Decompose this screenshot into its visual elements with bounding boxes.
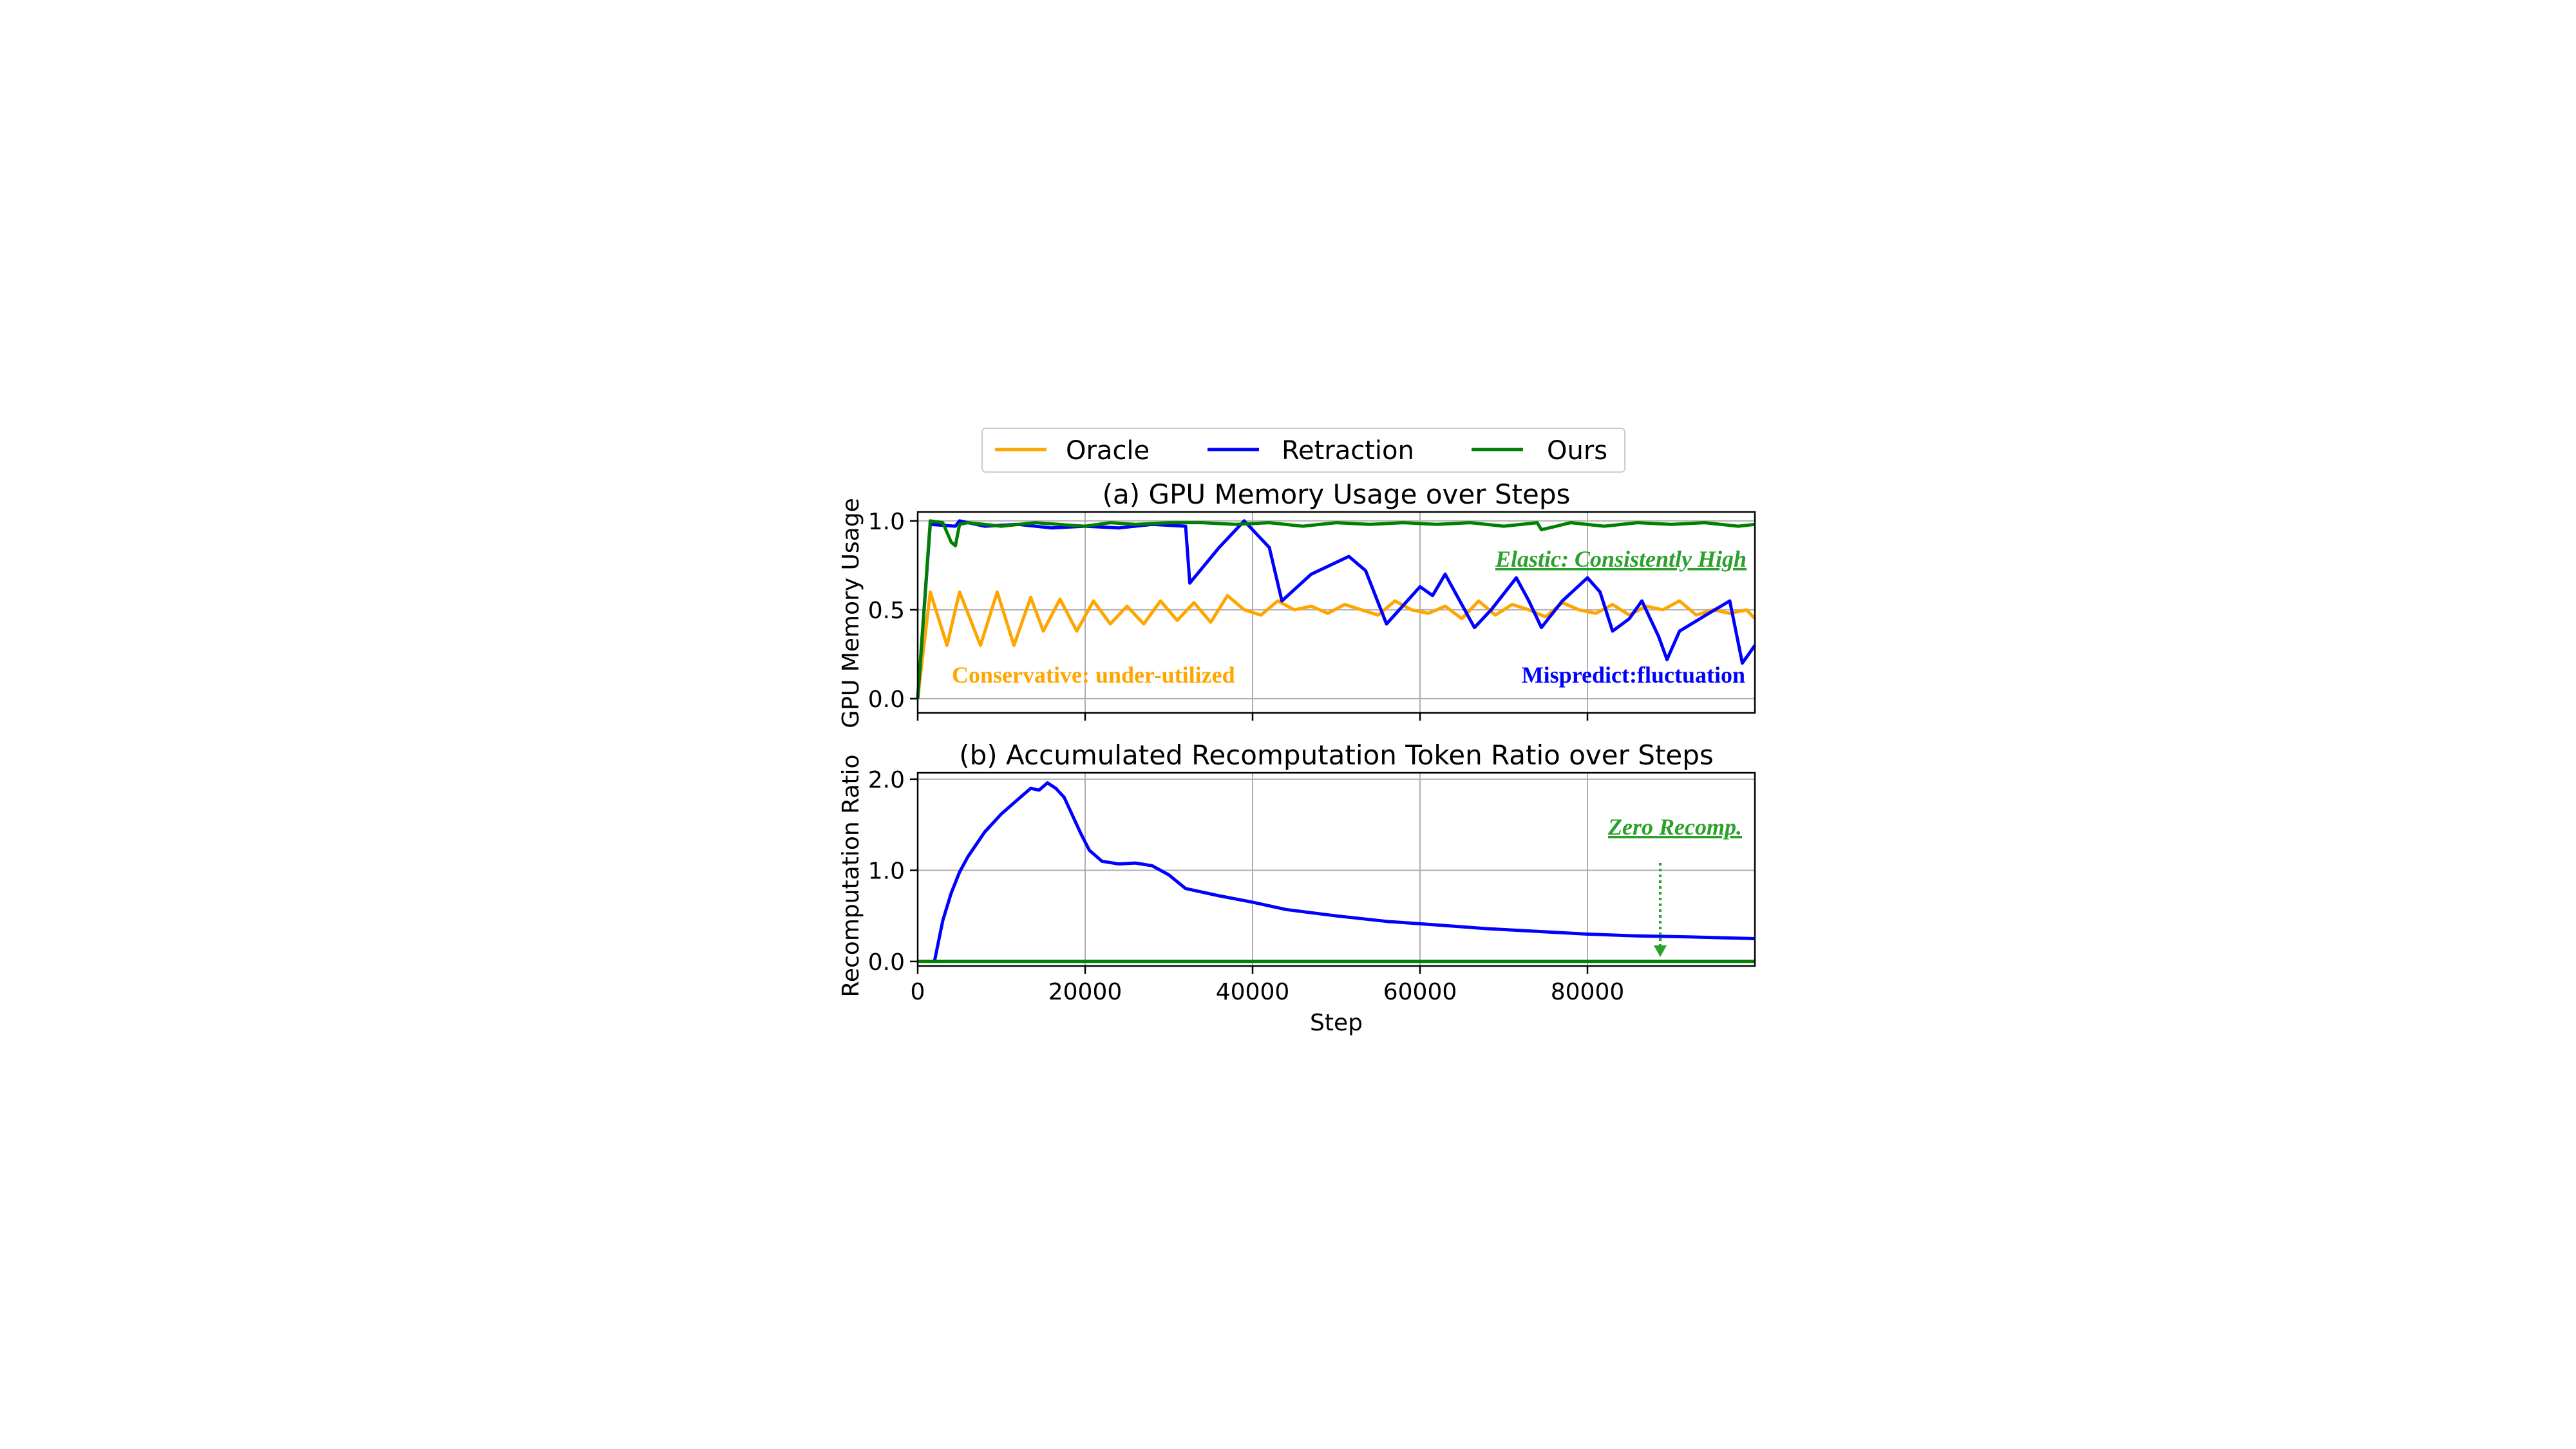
legend: Oracle Retraction Ours xyxy=(981,428,1625,473)
panel-b-xtick-label: 20000 xyxy=(1048,979,1122,1005)
panel-b-ytick-label: 0.0 xyxy=(868,949,905,976)
panel-b-axes-frame xyxy=(916,772,1756,967)
panel-a-ytick-label: 0.5 xyxy=(868,598,905,624)
panel-b-ytick-label: 1.0 xyxy=(868,858,905,884)
panel-a-plot: 0.0 0.5 1.0 xyxy=(868,509,1757,721)
legend-label-oracle: Oracle xyxy=(1066,436,1150,466)
panel-b-series-retraction xyxy=(933,781,1756,962)
panel-b-ylabel: Recomputation Ratio xyxy=(838,754,864,997)
zero-recomp-arrow-head xyxy=(1654,945,1667,957)
legend-label-ours: Ours xyxy=(1547,436,1607,466)
annotation-elastic: Elastic: Consistently High xyxy=(1495,546,1747,572)
panel-a-axes-frame xyxy=(916,511,1756,714)
panel-b-xlabel: Step xyxy=(1310,1010,1363,1036)
panel-a-series-oracle xyxy=(916,590,1756,699)
panel-a-title: (a) GPU Memory Usage over Steps xyxy=(1103,478,1571,510)
panel-b-ytick-label: 2.0 xyxy=(868,767,905,793)
panel-b-xtick-label: 80000 xyxy=(1551,979,1625,1005)
panel-a-ytick-label: 1.0 xyxy=(868,509,905,535)
panel-b-xtick-label: 40000 xyxy=(1216,979,1290,1005)
panel-b-xtick-label: 0 xyxy=(911,979,925,1005)
legend-frame xyxy=(981,428,1625,473)
annotation-zero-recomp: Zero Recomp. xyxy=(1607,814,1742,840)
panel-a-series-ours xyxy=(916,519,1756,699)
legend-label-retraction: Retraction xyxy=(1282,436,1414,466)
panel-a-ytick-label: 0.0 xyxy=(868,687,905,713)
panel-a-ylabel: GPU Memory Usage xyxy=(838,498,864,728)
panel-b-title: (b) Accumulated Recomputation Token Rati… xyxy=(959,739,1714,771)
annotation-conservative: Conservative: under-utilized xyxy=(952,662,1235,688)
panel-b-plot: 0.0 1.0 2.0 0 20000 40000 60000 80000 xyxy=(868,767,1756,1005)
panel-b-xtick-label: 60000 xyxy=(1383,979,1457,1005)
annotation-mispredict: Mispredict:fluctuation xyxy=(1522,662,1745,688)
